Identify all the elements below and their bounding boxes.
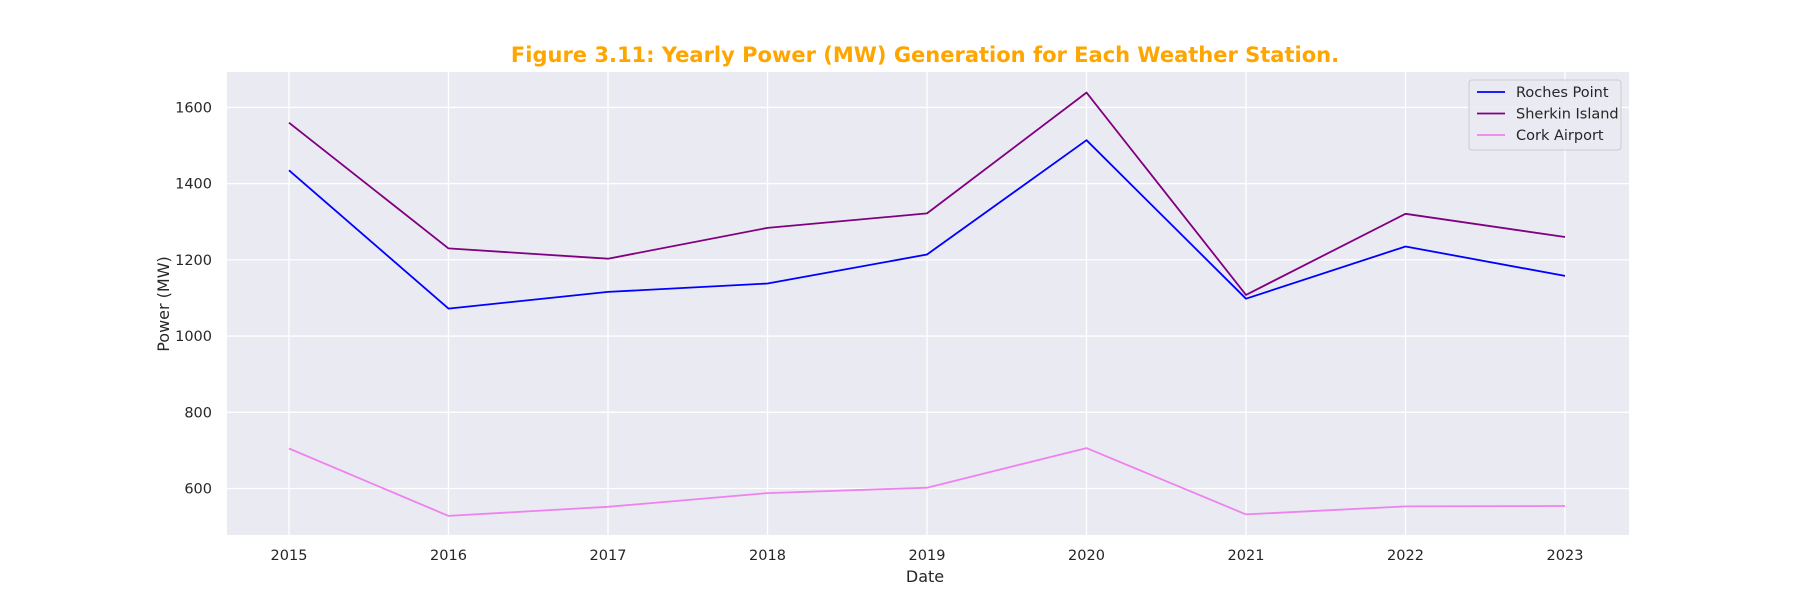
x-tick-label: 2021 xyxy=(1228,548,1265,564)
chart-title: Figure 3.11: Yearly Power (MW) Generatio… xyxy=(511,43,1339,67)
legend-label: Cork Airport xyxy=(1516,128,1604,144)
x-tick-label: 2023 xyxy=(1547,548,1584,564)
y-tick-label: 1600 xyxy=(175,100,212,116)
y-tick-label: 1400 xyxy=(175,177,212,193)
y-axis-label: Power (MW) xyxy=(154,256,173,352)
y-tick-label: 1000 xyxy=(175,329,212,345)
x-tick-label: 2019 xyxy=(909,548,946,564)
x-axis-ticks: 2015 2016 2017 2018 2019 2020 2021 2022 2023 xyxy=(271,548,1584,564)
x-tick-label: 2016 xyxy=(430,548,467,564)
legend: Roches Point Sherkin Island Cork Airport xyxy=(1468,79,1622,151)
y-tick-label: 800 xyxy=(184,405,212,421)
x-tick-label: 2015 xyxy=(271,548,308,564)
plot-area xyxy=(227,72,1629,535)
series-line xyxy=(288,139,1566,310)
y-tick-label: 600 xyxy=(184,482,212,498)
series-line xyxy=(288,91,1566,296)
x-tick-label: 2020 xyxy=(1068,548,1105,564)
x-tick-label: 2017 xyxy=(590,548,627,564)
legend-label: Sherkin Island xyxy=(1516,107,1619,123)
series-lines xyxy=(288,91,1566,517)
legend-label: Roches Point xyxy=(1516,85,1609,101)
x-tick-label: 2022 xyxy=(1387,548,1424,564)
series-line xyxy=(288,447,1566,517)
x-tick-label: 2018 xyxy=(749,548,786,564)
y-axis-ticks: 600 800 1000 1200 1400 1600 xyxy=(175,100,212,497)
legend-box xyxy=(1468,79,1622,151)
x-axis-label: Date xyxy=(906,567,944,586)
gridlines xyxy=(227,72,1629,535)
y-tick-label: 1200 xyxy=(175,253,212,269)
